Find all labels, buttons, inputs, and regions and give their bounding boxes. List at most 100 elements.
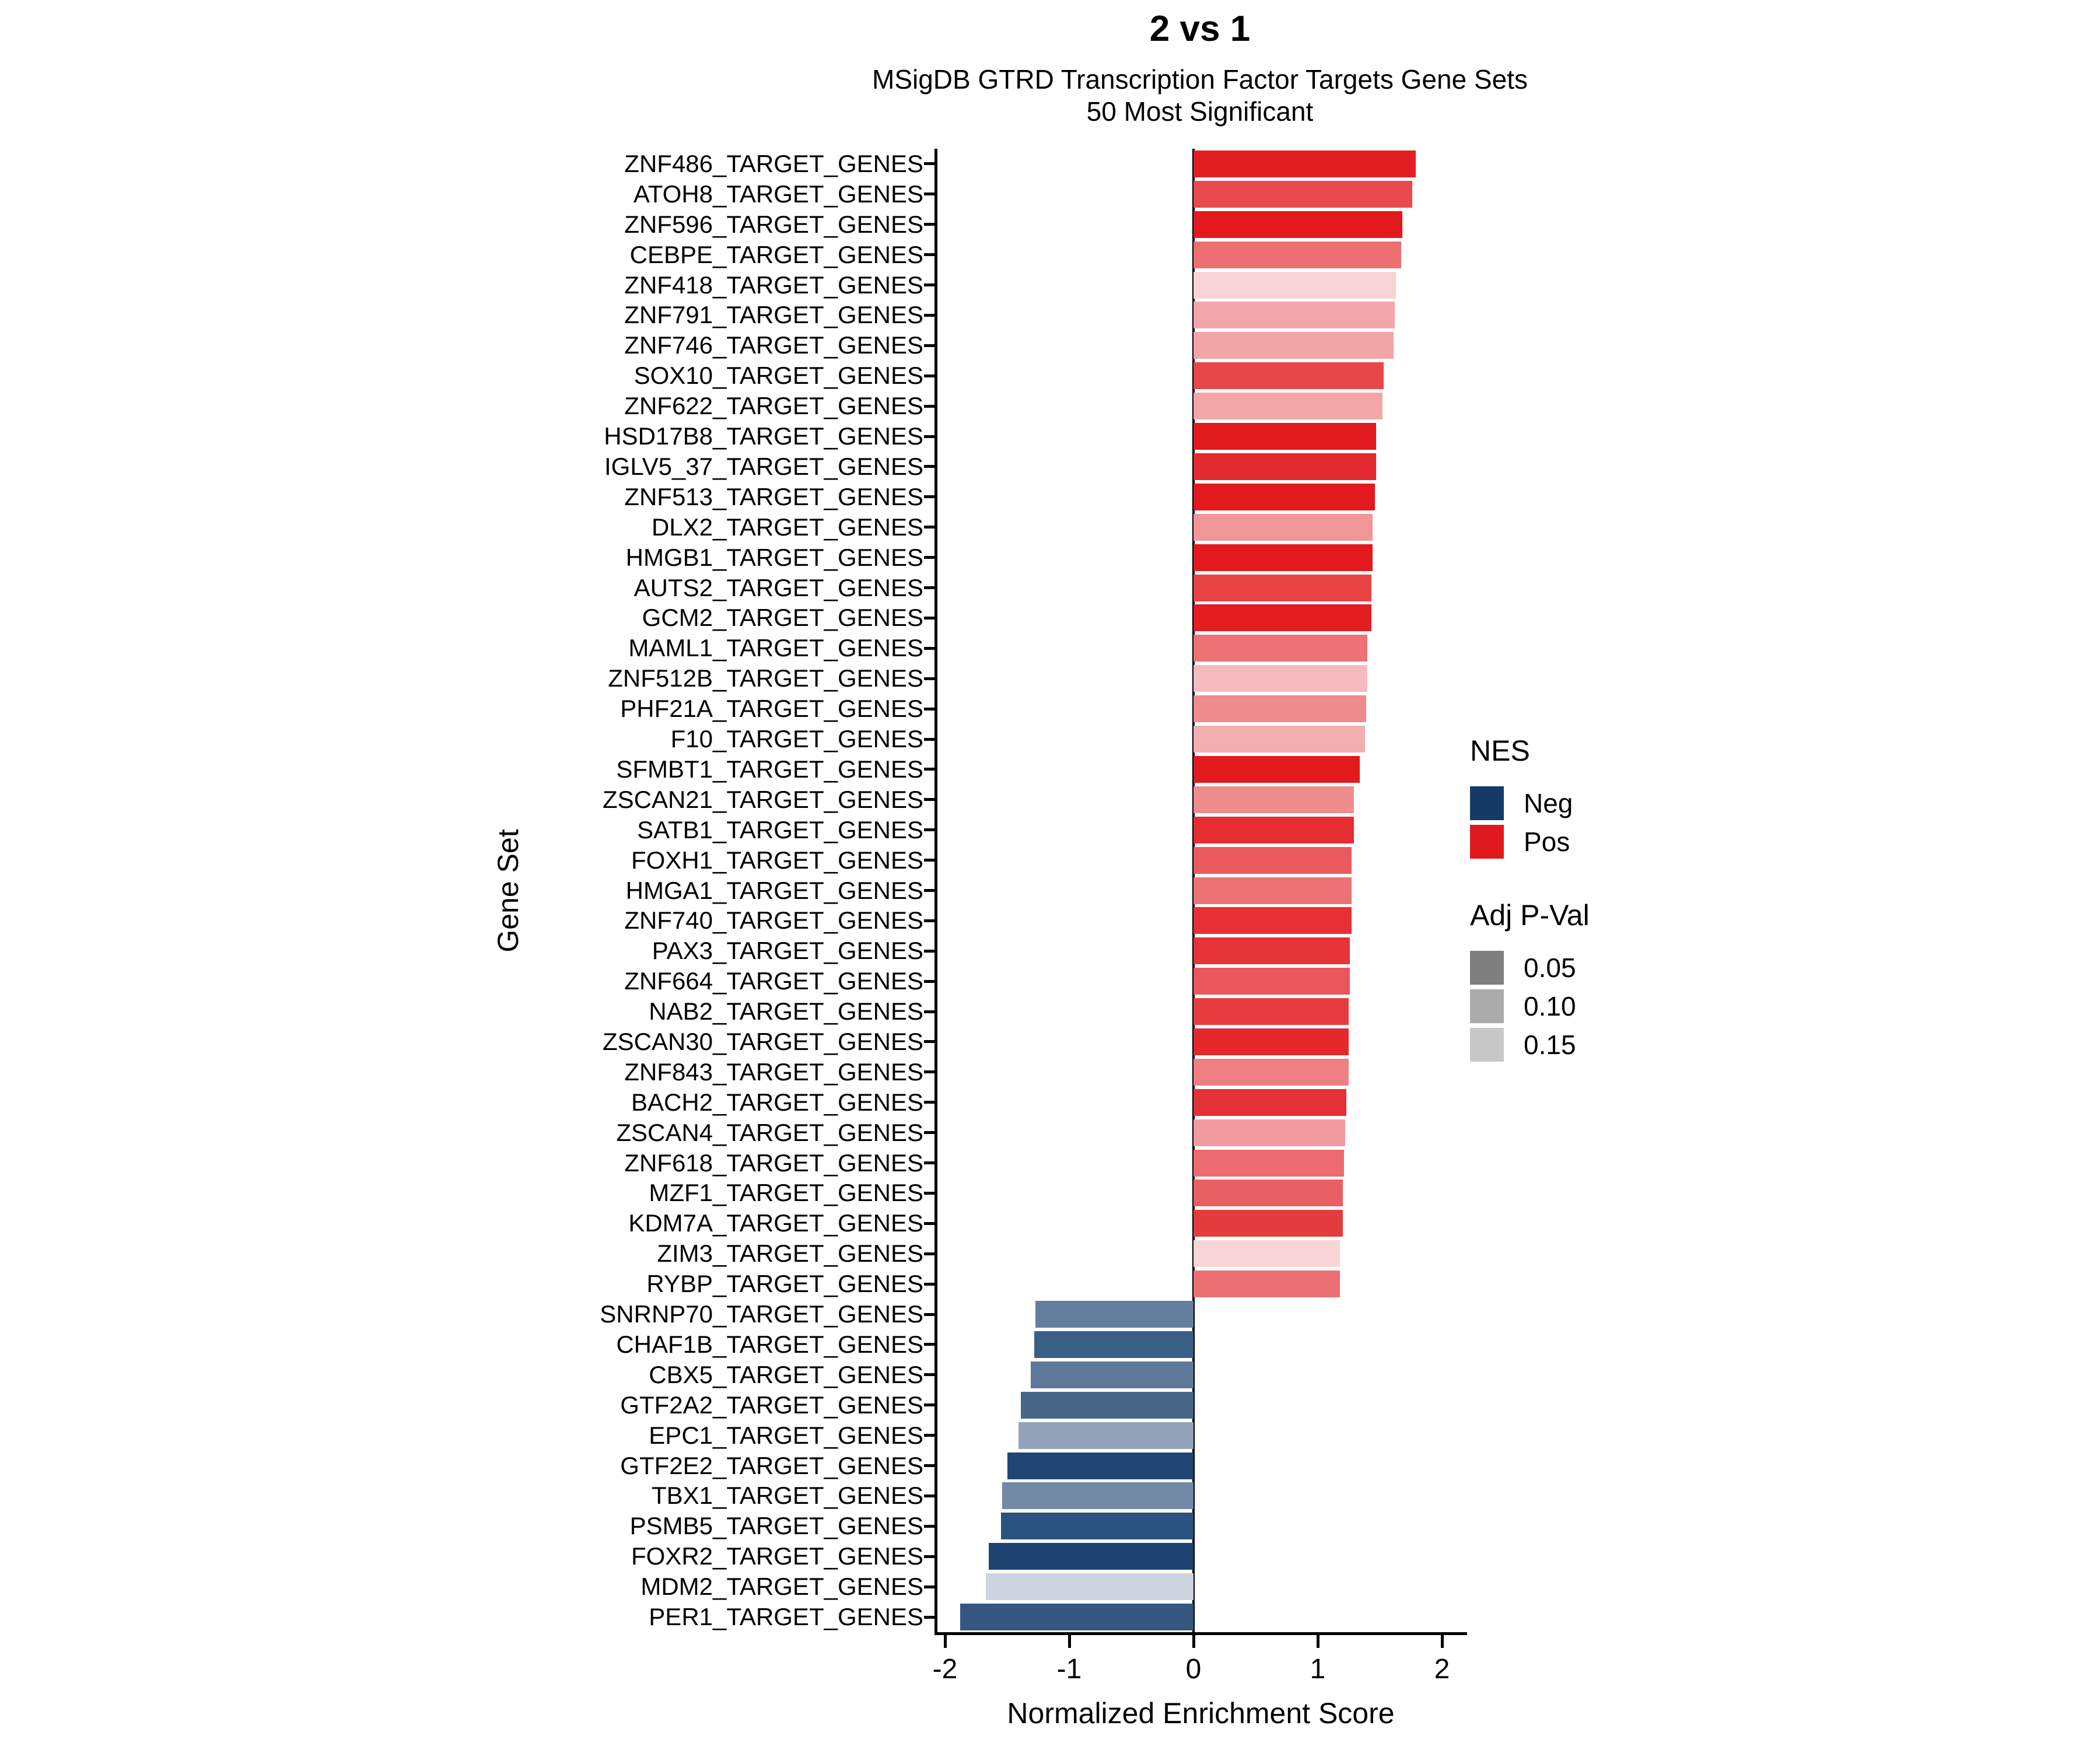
- bar: [1035, 1301, 1194, 1328]
- bar: [1194, 241, 1401, 268]
- neg-label: Neg: [1524, 788, 1573, 818]
- x-tick-label: 0: [1185, 1654, 1202, 1685]
- gene-label: HMGA1_TARGET_GENES: [625, 876, 923, 904]
- gene-label: ZNF512B_TARGET_GENES: [608, 664, 923, 692]
- y-tick: [924, 1585, 935, 1588]
- bar: [1194, 393, 1382, 420]
- gene-label: ZSCAN21_TARGET_GENES: [602, 785, 923, 813]
- subtitle-line-1: MSigDB GTRD Transcription Factor Targets…: [872, 64, 1528, 95]
- y-tick: [924, 677, 935, 680]
- y-tick: [924, 162, 935, 166]
- gene-label: ZNF664_TARGET_GENES: [624, 967, 923, 995]
- y-tick: [924, 1494, 935, 1497]
- gene-label: AUTS2_TARGET_GENES: [634, 573, 923, 601]
- bar: [1194, 968, 1350, 995]
- y-tick: [924, 1101, 935, 1104]
- y-tick: [924, 1524, 935, 1528]
- bar: [1194, 1240, 1340, 1268]
- bar: [1194, 211, 1402, 238]
- legend-pval-title: Adj P-Val: [1470, 899, 1590, 932]
- y-tick: [924, 737, 935, 741]
- gene-label: FOXH1_TARGET_GENES: [631, 846, 923, 874]
- bar: [1194, 302, 1395, 329]
- y-tick: [924, 1373, 935, 1377]
- gene-label: SATB1_TARGET_GENES: [637, 816, 923, 844]
- legend-key-p005: 0.05: [1470, 951, 1590, 985]
- x-tick: [1192, 1635, 1195, 1648]
- gene-label: PHF21A_TARGET_GENES: [620, 695, 923, 723]
- y-axis-title: Gene Set: [492, 829, 524, 953]
- gene-label: ATOH8_TARGET_GENES: [633, 180, 923, 208]
- gene-label: FOXR2_TARGET_GENES: [631, 1542, 923, 1570]
- y-tick: [924, 1040, 935, 1044]
- bar: [960, 1604, 1194, 1631]
- plot-panel: [935, 149, 1467, 1635]
- y-tick: [924, 526, 935, 529]
- y-tick: [924, 979, 935, 983]
- legend-key-p010: 0.10: [1470, 989, 1590, 1023]
- y-tick: [924, 1191, 935, 1195]
- pos-color-swatch: [1470, 825, 1504, 859]
- gene-label: CHAF1B_TARGET_GENES: [616, 1330, 923, 1358]
- bar: [1194, 635, 1368, 662]
- gene-label: PSMB5_TARGET_GENES: [629, 1512, 923, 1540]
- bar: [1194, 453, 1377, 480]
- gene-label: HSD17B8_TARGET_GENES: [604, 422, 923, 450]
- legend-key-neg: Neg: [1470, 786, 1590, 820]
- pval-015-swatch: [1470, 1028, 1504, 1062]
- bar: [988, 1543, 1194, 1570]
- gene-label: MDM2_TARGET_GENES: [640, 1573, 923, 1601]
- bar: [1007, 1452, 1194, 1479]
- y-tick: [924, 1343, 935, 1346]
- gene-label: EPC1_TARGET_GENES: [649, 1421, 923, 1449]
- gene-label: ZSCAN4_TARGET_GENES: [616, 1118, 923, 1146]
- gene-label: TBX1_TARGET_GENES: [651, 1482, 923, 1510]
- bar: [1194, 695, 1367, 723]
- gene-label: ZNF513_TARGET_GENES: [624, 482, 923, 510]
- y-tick: [924, 556, 935, 559]
- y-tick: [924, 1555, 935, 1558]
- bar: [1194, 1058, 1349, 1086]
- gene-label: ZNF486_TARGET_GENES: [624, 149, 923, 177]
- bar: [1194, 1270, 1340, 1298]
- bar: [1194, 1210, 1343, 1237]
- gene-label: GCM2_TARGET_GENES: [642, 604, 923, 632]
- gene-label: NAB2_TARGET_GENES: [649, 998, 923, 1026]
- bar: [1194, 180, 1412, 208]
- x-tick-label: -1: [1056, 1654, 1082, 1685]
- gene-label: ZNF596_TARGET_GENES: [624, 210, 923, 238]
- title-block: 2 vs 1 MSigDB GTRD Transcription Factor …: [792, 8, 1608, 128]
- y-tick: [924, 1615, 935, 1619]
- y-tick: [924, 344, 935, 347]
- bar: [1194, 1180, 1343, 1207]
- gene-label: F10_TARGET_GENES: [670, 725, 923, 752]
- bar: [1194, 786, 1354, 813]
- gene-label: ZNF618_TARGET_GENES: [624, 1149, 923, 1177]
- y-tick: [924, 253, 935, 257]
- bar: [1194, 816, 1354, 844]
- bar: [1194, 755, 1360, 783]
- gene-label: GTF2E2_TARGET_GENES: [620, 1451, 923, 1479]
- gene-label: ZIM3_TARGET_GENES: [657, 1240, 923, 1268]
- gene-label: SFMBT1_TARGET_GENES: [616, 755, 923, 783]
- bar: [1194, 604, 1371, 632]
- y-tick: [924, 1131, 935, 1135]
- bar: [986, 1573, 1194, 1601]
- pval-010-label: 0.10: [1524, 991, 1576, 1021]
- y-tick: [924, 1434, 935, 1437]
- gene-label: MAML1_TARGET_GENES: [628, 634, 923, 662]
- x-axis-title: Normalized Enrichment Score: [1007, 1697, 1395, 1730]
- gene-label: SOX10_TARGET_GENES: [634, 362, 923, 390]
- bar: [1194, 1028, 1349, 1055]
- y-tick: [924, 1252, 935, 1255]
- bar: [1034, 1331, 1194, 1358]
- gene-label: ZSCAN30_TARGET_GENES: [602, 1027, 923, 1055]
- gene-label: DLX2_TARGET_GENES: [651, 513, 923, 541]
- bar: [1002, 1482, 1194, 1510]
- gene-label: ZNF791_TARGET_GENES: [624, 301, 923, 329]
- y-tick: [924, 1070, 935, 1074]
- y-tick: [924, 1222, 935, 1225]
- y-tick: [924, 859, 935, 862]
- y-tick: [924, 1312, 935, 1316]
